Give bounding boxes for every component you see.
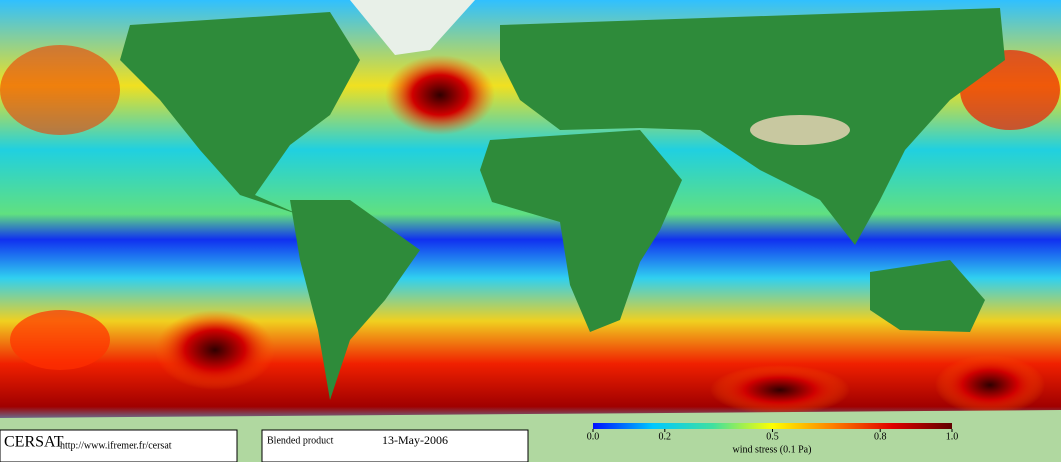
product: Blended product [267,435,334,446]
url: http://www.ifremer.fr/cersat [60,440,172,451]
colorbar-tick-label: 1.0 [946,431,959,442]
south-america [290,200,420,400]
footer: CERSAT http://www.ifremer.fr/cersat Blen… [0,429,529,462]
logo: CERSAT [4,434,64,451]
australia [870,260,985,332]
storm [0,45,120,135]
storm [385,55,495,135]
storm [710,365,850,415]
colorbar-tick-label: 0.2 [659,431,672,442]
colorbar-label: wind stress (0.1 Pa) [733,444,812,455]
storm [935,355,1045,415]
colorbar-ramp [593,423,952,429]
product-box [261,429,529,462]
colorbar-tick-label: 0.0 [587,431,600,442]
credit-box [0,429,238,462]
north-america [120,12,360,215]
africa [480,130,682,332]
greenland [350,0,475,55]
colorbar: wind stress (0.1 Pa) 0.0 0.2 0.5 0.8 1.0 [587,423,959,455]
date: 13-May-2006 [382,433,448,447]
plateau [750,115,850,145]
colorbar-tick-label: 0.5 [766,431,779,442]
storm [10,310,110,370]
storm [155,310,275,390]
colorbar-tick-label: 0.8 [874,431,887,442]
